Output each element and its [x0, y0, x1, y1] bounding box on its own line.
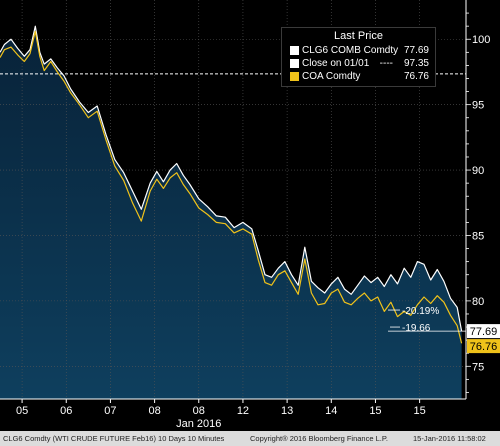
- y-tick-label-80: 80: [472, 296, 484, 308]
- legend-dash-close: ----: [379, 58, 393, 69]
- y-tick-label-90: 90: [472, 165, 484, 177]
- legend-item-clg6: CLG6 COMB Comdty 77.69: [286, 44, 431, 57]
- x-tick-label-4: 08: [193, 405, 205, 417]
- footer-copyright: Copyright® 2016 Bloomberg Finance L.P.: [250, 434, 388, 443]
- legend-name-clg6: CLG6 COMB Comdty: [302, 45, 399, 56]
- annotation-pct-coa: -19.66: [402, 323, 431, 334]
- x-tick-label-6: 13: [281, 405, 293, 417]
- footer-security-info: CLG6 Comdty (WTI CRUDE FUTURE Feb16) 10 …: [3, 434, 225, 443]
- x-tick-label-3: 08: [148, 405, 160, 417]
- last-price-text-coa: 76.76: [470, 341, 498, 353]
- x-tick-label-7: 14: [325, 405, 337, 417]
- x-tick-label-2: 07: [104, 405, 116, 417]
- legend-value-coa: 76.76: [403, 71, 429, 82]
- area-fill-clg6: [0, 26, 462, 399]
- legend-value-clg6: 77.69: [403, 45, 429, 56]
- legend-item-close: Close on 01/01 ---- 97.35: [286, 57, 431, 70]
- x-axis-month-label: Jan 2016: [176, 418, 221, 430]
- series-line-coa: [0, 30, 463, 344]
- last-price-tag-clg6: [467, 324, 500, 339]
- last-price-text-clg6: 77.69: [470, 326, 498, 338]
- y-tick-label-100: 100: [472, 34, 490, 46]
- x-tick-label-0: 05: [16, 405, 28, 417]
- legend-title: Last Price: [334, 30, 383, 42]
- legend-swatch-close: [290, 59, 299, 68]
- price-chart: 75 80 85 90 95 100 05 06 07 08 08 12 13 14 15 15 Jan 201…: [0, 0, 500, 430]
- y-tick-label-75: 75: [472, 361, 484, 373]
- legend-swatch-clg6: [290, 46, 299, 55]
- legend-value-close: 97.35: [403, 58, 429, 69]
- footer-bar: CLG6 Comdty (WTI CRUDE FUTURE Feb16) 10 …: [0, 431, 500, 446]
- legend-swatch-coa: [290, 72, 299, 81]
- legend-item-coa: COA Comdty 76.76: [286, 70, 431, 83]
- x-tick-label-5: 12: [237, 405, 249, 417]
- last-price-tag-coa: [467, 339, 500, 354]
- legend: Last Price CLG6 COMB Comdty 77.69 Close …: [281, 27, 436, 87]
- x-tick-label-8: 15: [369, 405, 381, 417]
- y-tick-label-95: 95: [472, 100, 484, 112]
- footer-timestamp: 15-Jan-2016 11:58:02: [413, 434, 486, 443]
- x-tick-label-9: 15: [413, 405, 425, 417]
- legend-name-close: Close on 01/01: [302, 58, 370, 69]
- x-tick-label-1: 06: [60, 405, 72, 417]
- series-line-clg6: [0, 25, 463, 332]
- annotation-pct-clg6: -20.19%: [402, 306, 439, 317]
- legend-name-coa: COA Comdty: [302, 71, 361, 82]
- y-tick-label-85: 85: [472, 230, 484, 242]
